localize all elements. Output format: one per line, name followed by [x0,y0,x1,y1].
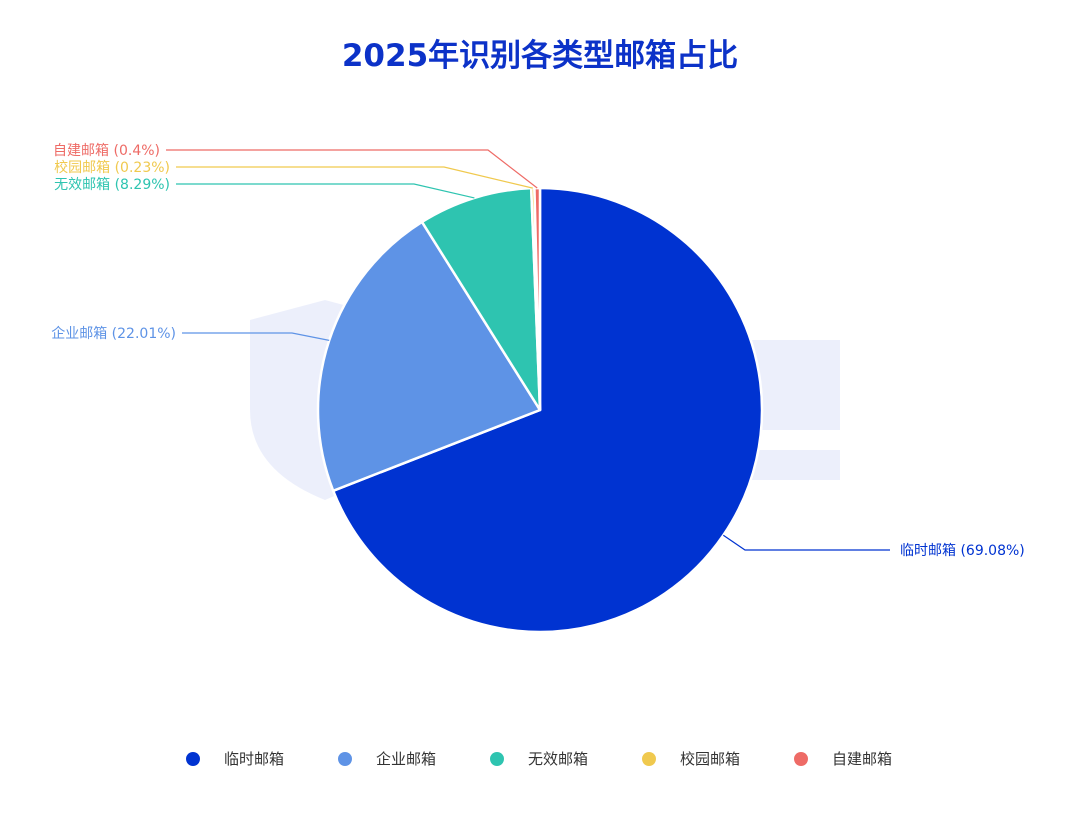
legend-label-invalid: 无效邮箱 [528,750,589,768]
legend-item-invalid[interactable]: 无效邮箱 [490,748,588,769]
data-label-enterprise: 企业邮箱 (22.01%) [51,325,176,342]
data-label-campus: 校园邮箱 (0.23%) [54,159,170,176]
leader-line-invalid [176,183,475,199]
legend-item-temp[interactable]: 临时邮箱 [186,748,284,769]
legend-label-enterprise: 企业邮箱 [376,750,437,768]
legend: 临时邮箱 企业邮箱 无效邮箱 校园邮箱 自建邮箱 [0,748,1080,774]
legend-dot-temp [186,751,200,766]
leader-line-self-hosted [166,149,538,189]
pie-slice-self-hosted [533,186,542,412]
pie-slice-enterprise [316,220,542,493]
legend-label-temp: 临时邮箱 [224,750,285,768]
legend-dot-campus [642,751,656,766]
pie-slice-temp [331,186,764,634]
legend-label-self-hosted: 自建邮箱 [832,750,893,768]
data-label-self-hosted: 自建邮箱 (0.4%) [53,143,160,159]
legend-label-campus: 校园邮箱 [680,750,741,768]
leader-line-campus [176,166,533,189]
leader-line-enterprise [182,332,330,341]
leader-line-temp [722,534,890,551]
chart-title: 2025年识别各类型邮箱占比 [341,38,739,74]
data-label-invalid: 无效邮箱 (8.29%) [54,177,170,193]
legend-dot-enterprise [338,751,352,766]
pie-slice-invalid [420,186,542,412]
legend-dot-invalid [490,751,504,766]
legend-dot-self-hosted [794,751,808,766]
legend-item-self-hosted[interactable]: 自建邮箱 [794,748,892,769]
legend-item-enterprise[interactable]: 企业邮箱 [338,748,436,769]
legend-item-campus[interactable]: 校园邮箱 [642,748,740,769]
data-label-temp: 临时邮箱 (69.08%) [900,543,1025,559]
